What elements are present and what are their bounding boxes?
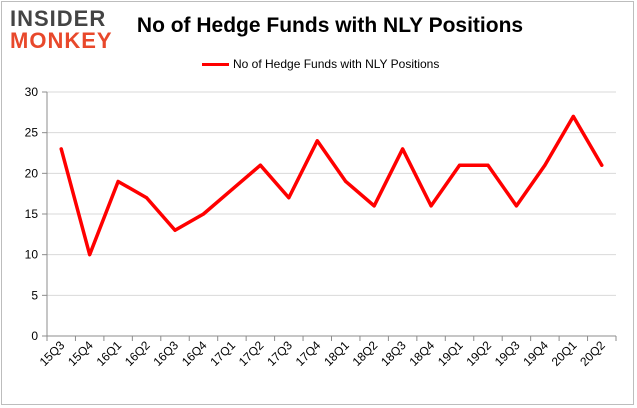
series-line	[59, 114, 604, 257]
data-point	[258, 163, 262, 167]
data-point	[429, 204, 433, 208]
data-point	[600, 163, 604, 167]
data-point	[116, 179, 120, 183]
x-tick-label: 18Q4	[407, 338, 438, 369]
y-tick-label: 5	[31, 288, 38, 302]
x-tick-label: 17Q4	[293, 338, 324, 369]
series-layer	[59, 114, 604, 257]
x-axis-ticks: 15Q315Q416Q116Q216Q316Q417Q117Q217Q317Q4…	[37, 336, 617, 369]
legend-swatch	[202, 63, 229, 66]
data-point	[173, 228, 177, 232]
x-tick-label: 18Q2	[350, 338, 381, 369]
data-point	[514, 204, 518, 208]
y-tick-label: 0	[31, 329, 38, 343]
y-tick-label: 10	[25, 248, 39, 262]
x-tick-label: 19Q4	[520, 338, 551, 369]
logo-line-1: INSIDER	[10, 6, 107, 31]
x-tick-label: 18Q1	[321, 338, 352, 369]
data-point	[486, 163, 490, 167]
x-tick-label: 19Q2	[463, 338, 494, 369]
chart-title: No of Hedge Funds with NLY Positions	[136, 14, 524, 37]
data-point	[59, 147, 63, 151]
x-tick-label: 18Q3	[378, 338, 409, 369]
y-tick-label: 15	[25, 207, 39, 221]
data-point	[230, 188, 234, 192]
x-tick-label: 19Q1	[435, 338, 466, 369]
gridlines	[47, 91, 616, 296]
insider-monkey-logo: INSIDER MONKEY	[10, 8, 128, 54]
x-tick-label: 16Q3	[150, 338, 181, 369]
data-point	[287, 196, 291, 200]
x-tick-label: 16Q2	[122, 338, 153, 369]
y-tick-label: 30	[25, 85, 39, 99]
x-tick-label: 17Q2	[236, 338, 267, 369]
x-tick-label: 16Q4	[179, 338, 210, 369]
x-tick-label: 15Q4	[65, 338, 96, 369]
data-point	[344, 179, 348, 183]
data-point	[88, 253, 92, 257]
legend-label: No of Hedge Funds with NLY Positions	[233, 57, 440, 71]
x-tick-label: 20Q2	[577, 338, 608, 369]
x-tick-label: 17Q3	[264, 338, 295, 369]
data-point	[372, 204, 376, 208]
x-tick-label: 19Q3	[492, 338, 523, 369]
data-point	[571, 114, 575, 118]
data-point	[543, 163, 547, 167]
logo-line-2: MONKEY	[10, 28, 113, 53]
y-axis-ticks: 0 5 10 15 20 25 30	[25, 85, 47, 343]
data-point	[458, 163, 462, 167]
data-point	[201, 212, 205, 216]
y-tick-label: 20	[25, 166, 39, 180]
x-tick-label: 17Q1	[207, 338, 238, 369]
x-tick-label: 16Q1	[94, 338, 125, 369]
data-point	[401, 147, 405, 151]
x-tick-label: 15Q3	[37, 338, 68, 369]
y-tick-label: 25	[25, 126, 39, 140]
data-point	[145, 196, 149, 200]
x-tick-label: 20Q1	[549, 338, 580, 369]
data-point	[315, 139, 319, 143]
